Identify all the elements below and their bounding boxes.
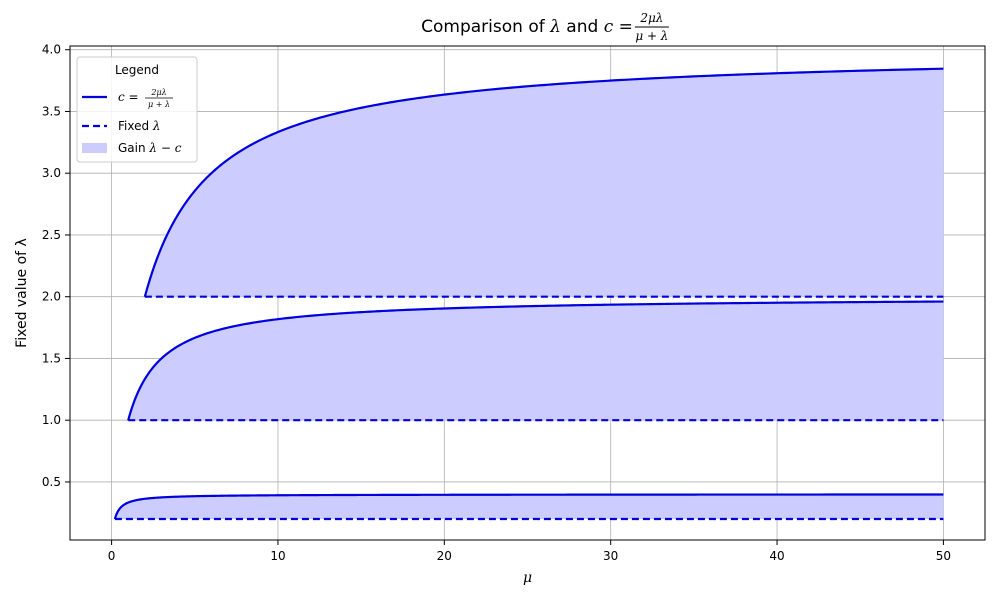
- y-tick-label: 0.5: [42, 475, 61, 489]
- legend-label-fixed: Fixed λ: [118, 119, 161, 133]
- y-tick-label: 3.0: [42, 166, 61, 180]
- x-tick-label: 20: [437, 549, 452, 563]
- title-fraction-numerator: 2μλ: [639, 11, 663, 25]
- y-tick-label: 3.5: [42, 104, 61, 118]
- x-tick-label: 30: [603, 549, 618, 563]
- gain-area-lambda-2: [144, 68, 944, 297]
- legend-label-gain: Gain λ − c: [118, 141, 182, 155]
- x-axis-title: μ: [523, 570, 532, 586]
- legend-box: [76, 56, 198, 163]
- legend-fraction-denominator: μ + λ: [148, 100, 170, 109]
- y-tick-label: 2.0: [42, 290, 61, 304]
- legend-swatch-gain: [82, 143, 107, 153]
- title-fraction: 2μλ μ + λ: [634, 11, 669, 43]
- gain-area-lambda-1: [128, 301, 944, 421]
- x-tick-label: 40: [769, 549, 784, 563]
- legend-title: Legend: [115, 63, 159, 77]
- y-tick-label: 4.0: [42, 43, 61, 57]
- y-tick-label: 1.0: [42, 413, 61, 427]
- legend: Legend c = 2μλ μ + λ Fixed λ Gain λ − c: [76, 56, 198, 163]
- x-tick-label: 0: [108, 549, 116, 563]
- y-tick-label: 1.5: [42, 351, 61, 365]
- c-curve-lambda-0.2: [113, 493, 944, 520]
- x-tick-label: 50: [936, 549, 951, 563]
- plot-frame: [69, 45, 986, 541]
- y-axis-title: Fixed value of λ: [14, 238, 30, 348]
- chart-title: Comparison of λ and c =: [421, 17, 633, 37]
- gain-fill-areas: [114, 68, 944, 519]
- ticks: 0 10 20 30 40 50 0.5 1.0 1.5 2.0 2.5 3.0 3.5 4.0: [42, 43, 951, 563]
- gain-area-lambda-0.2: [114, 494, 944, 519]
- legend-fraction-numerator: 2μλ: [150, 88, 166, 97]
- c-curve-lambda-2: [143, 67, 944, 298]
- series-lines: [113, 67, 944, 521]
- title-fraction-denominator: μ + λ: [635, 29, 668, 43]
- legend-label-curve: c =: [118, 90, 139, 104]
- x-tick-label: 10: [270, 549, 285, 563]
- c-curve-lambda-1: [127, 300, 944, 421]
- y-tick-label: 2.5: [42, 228, 61, 242]
